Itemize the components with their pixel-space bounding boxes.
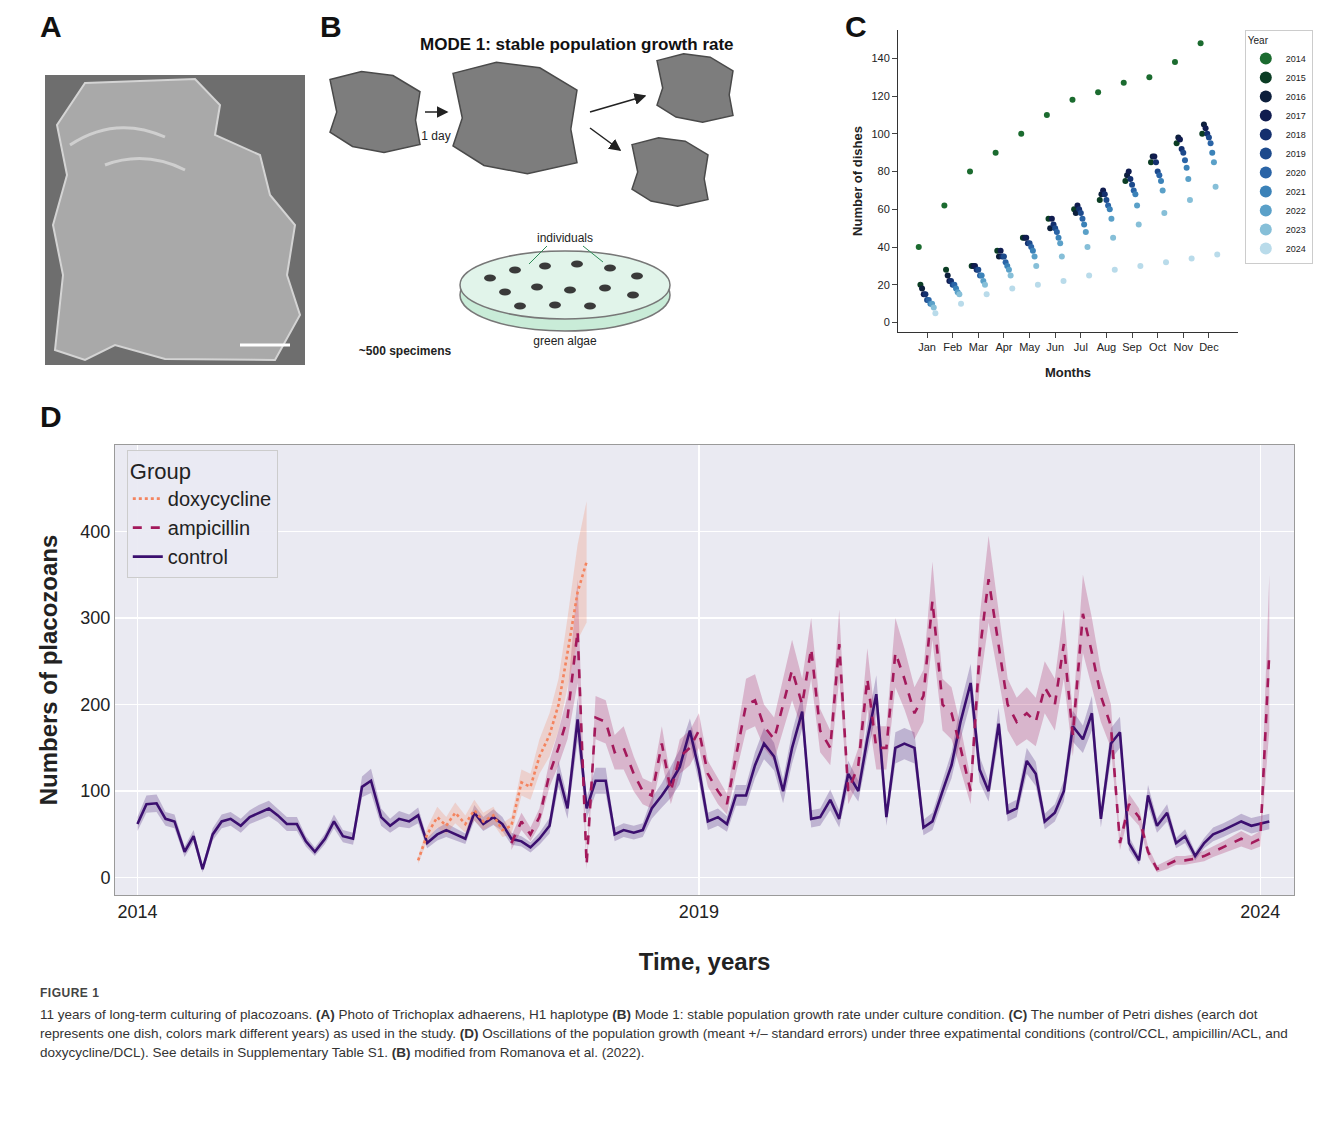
svg-text:Number of dishes: Number of dishes [850,126,865,236]
svg-text:Numbers of placozoans: Numbers of placozoans [35,535,62,806]
svg-text:MODE 1: stable population grow: MODE 1: stable population growth rate [420,35,734,54]
svg-text:Nov: Nov [1174,341,1194,353]
svg-text:400: 400 [80,522,110,542]
svg-text:Mar: Mar [969,341,988,353]
svg-text:Aug: Aug [1097,341,1117,353]
svg-text:200: 200 [80,695,110,715]
svg-text:Dec: Dec [1199,341,1219,353]
svg-text:140: 140 [871,52,889,64]
svg-text:60: 60 [878,203,890,215]
svg-text:2014: 2014 [117,902,157,922]
svg-text:120: 120 [871,90,889,102]
svg-text:ampicillin: ampicillin [168,517,250,539]
svg-text:Jul: Jul [1074,341,1088,353]
svg-text:40: 40 [878,241,890,253]
html-text:B: B [320,10,342,43]
svg-text:Group: Group [130,459,191,484]
svg-text:May: May [1019,341,1040,353]
svg-text:2023: 2023 [1286,225,1306,235]
svg-text:2017: 2017 [1286,111,1306,121]
html-text:C: C [845,10,867,43]
svg-text:2018: 2018 [1286,130,1306,140]
svg-text:~500 specimens: ~500 specimens [359,344,452,358]
svg-text:80: 80 [878,165,890,177]
svg-text:doxycycline: doxycycline [168,488,271,510]
svg-text:Apr: Apr [995,341,1012,353]
svg-text:2021: 2021 [1286,187,1306,197]
svg-text:Sep: Sep [1122,341,1142,353]
svg-text:100: 100 [80,781,110,801]
svg-text:1 day: 1 day [421,129,450,143]
svg-text:2022: 2022 [1286,206,1306,216]
svg-text:20: 20 [878,279,890,291]
svg-text:Jan: Jan [918,341,936,353]
svg-text:control: control [168,546,228,568]
svg-text:Months: Months [1045,365,1091,380]
svg-text:300: 300 [80,608,110,628]
svg-text:2019: 2019 [1286,149,1306,159]
svg-text:Feb: Feb [943,341,962,353]
svg-text:2014: 2014 [1286,54,1306,64]
svg-text:Year: Year [1248,35,1269,46]
svg-text:Jun: Jun [1046,341,1064,353]
svg-text:2016: 2016 [1286,92,1306,102]
svg-text:2020: 2020 [1286,168,1306,178]
html-text:FIGURE 1: FIGURE 1 [40,986,100,1000]
svg-text:100: 100 [871,128,889,140]
svg-text:2024: 2024 [1240,902,1280,922]
svg-text:2019: 2019 [679,902,719,922]
svg-text:green algae: green algae [533,334,597,348]
svg-text:individuals: individuals [537,231,593,245]
svg-text:Time, years: Time, years [639,948,771,975]
html-text:A: A [40,10,62,43]
svg-text:2024: 2024 [1286,244,1306,254]
svg-text:0: 0 [100,868,110,888]
svg-text:0: 0 [884,316,890,328]
html-text:D: D [40,400,62,433]
svg-text:2015: 2015 [1286,73,1306,83]
html-text:11 years of long-term culturin: 11 years of long-term culturing of placo… [40,1006,1288,1060]
svg-text:Oct: Oct [1149,341,1166,353]
